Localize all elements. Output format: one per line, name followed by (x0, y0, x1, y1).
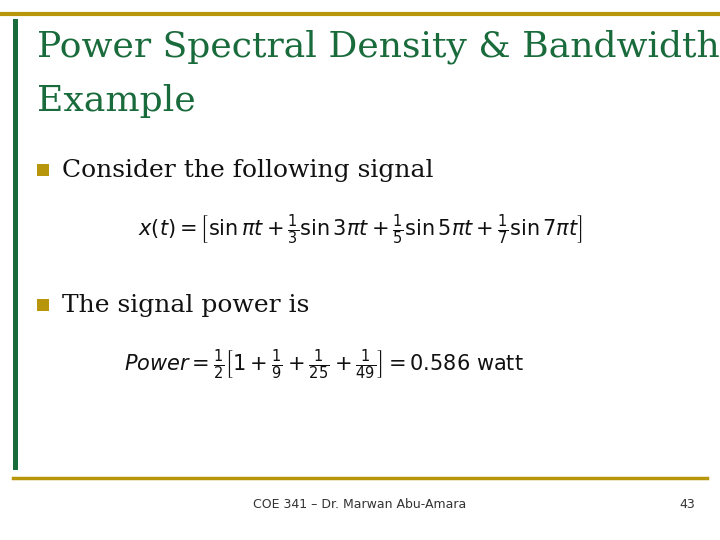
Text: $x(t) = \left[\sin\pi t + \frac{1}{3}\sin 3\pi t + \frac{1}{5}\sin 5\pi t + \fra: $x(t) = \left[\sin\pi t + \frac{1}{3}\si… (138, 212, 582, 247)
Text: 43: 43 (679, 498, 695, 511)
Text: Example: Example (37, 84, 196, 118)
Text: Consider the following signal: Consider the following signal (62, 159, 433, 181)
Text: $Power = \frac{1}{2}\left[1 + \frac{1}{9} + \frac{1}{25} + \frac{1}{49}\right] =: $Power = \frac{1}{2}\left[1 + \frac{1}{9… (124, 347, 524, 382)
Text: Power Spectral Density & Bandwidth -: Power Spectral Density & Bandwidth - (37, 30, 720, 64)
Text: The signal power is: The signal power is (62, 294, 310, 316)
Text: COE 341 – Dr. Marwan Abu-Amara: COE 341 – Dr. Marwan Abu-Amara (253, 498, 467, 511)
